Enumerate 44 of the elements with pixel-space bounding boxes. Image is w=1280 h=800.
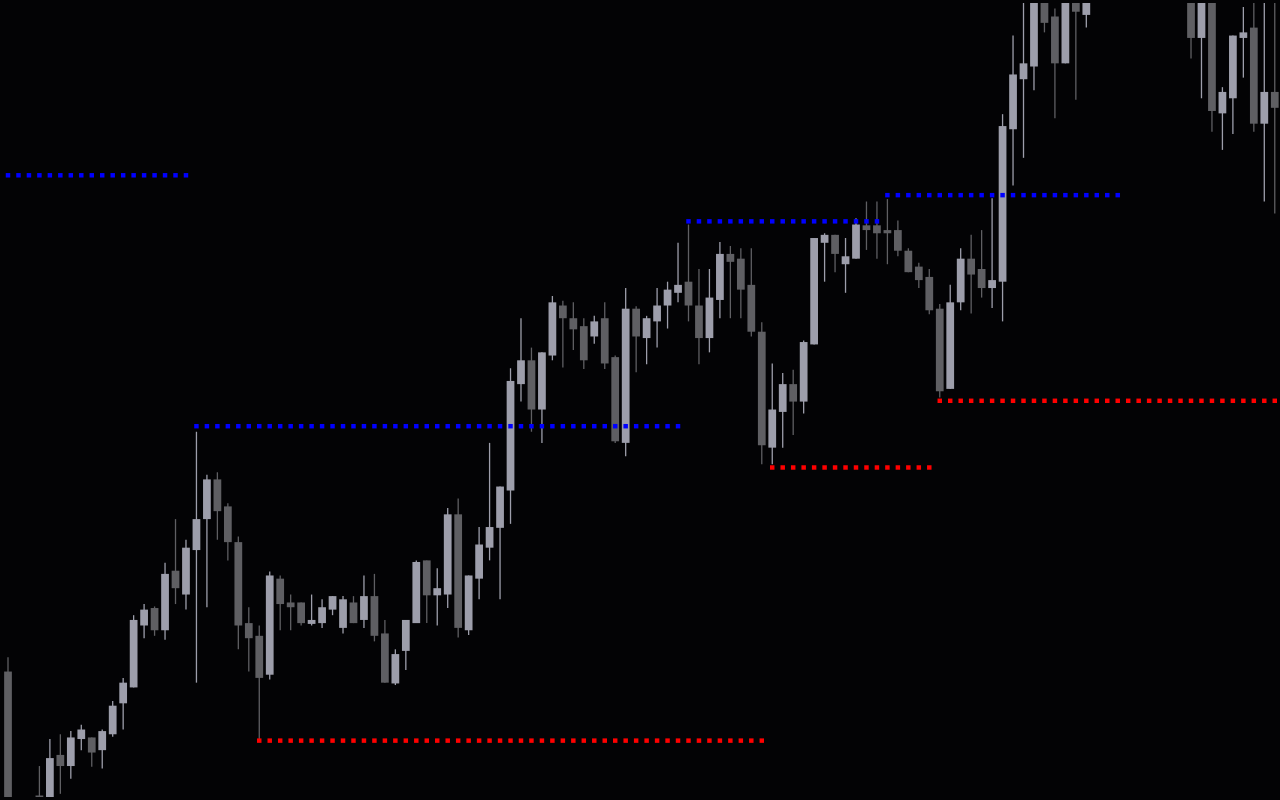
candlestick xyxy=(831,234,839,273)
candlestick xyxy=(56,733,65,795)
candlestick xyxy=(789,369,798,436)
candlestick xyxy=(318,598,326,629)
candlestick xyxy=(894,219,902,257)
candlestick xyxy=(328,595,337,616)
candlestick xyxy=(726,245,735,319)
candlestick xyxy=(140,603,148,639)
candlestick xyxy=(569,301,578,351)
candlestick xyxy=(862,200,871,251)
candlestick xyxy=(590,315,599,345)
candlestick xyxy=(967,234,976,315)
candlestick xyxy=(841,237,850,294)
candlestick xyxy=(77,724,86,751)
candlestick xyxy=(517,317,525,403)
candlestick xyxy=(873,200,881,260)
candlestick xyxy=(1040,2,1049,34)
candlestick xyxy=(684,223,693,323)
candlestick xyxy=(360,574,368,629)
candlestick xyxy=(914,261,923,289)
candlestick xyxy=(1082,2,1091,29)
candlestick xyxy=(653,287,661,349)
candlestick xyxy=(1071,2,1080,101)
candlestick xyxy=(307,593,316,627)
candlestick xyxy=(150,605,159,637)
candlestick xyxy=(98,728,107,770)
candlestick xyxy=(297,601,306,627)
candlestick xyxy=(485,442,494,562)
candlestick xyxy=(1019,2,1028,159)
candlestick xyxy=(663,281,672,330)
candlestick xyxy=(820,232,829,283)
candlestick xyxy=(244,606,253,673)
candlestick xyxy=(674,242,682,303)
candlestick xyxy=(286,593,295,631)
candlestick xyxy=(642,315,651,365)
candlestick xyxy=(87,736,96,768)
candlestick xyxy=(1239,6,1248,79)
candlestick xyxy=(988,197,996,309)
candlestick xyxy=(349,595,358,624)
candlestick xyxy=(1270,2,1279,215)
candlestick xyxy=(433,567,442,627)
candlestick xyxy=(119,677,128,731)
candlestick xyxy=(977,229,986,299)
candlestick xyxy=(558,300,567,369)
